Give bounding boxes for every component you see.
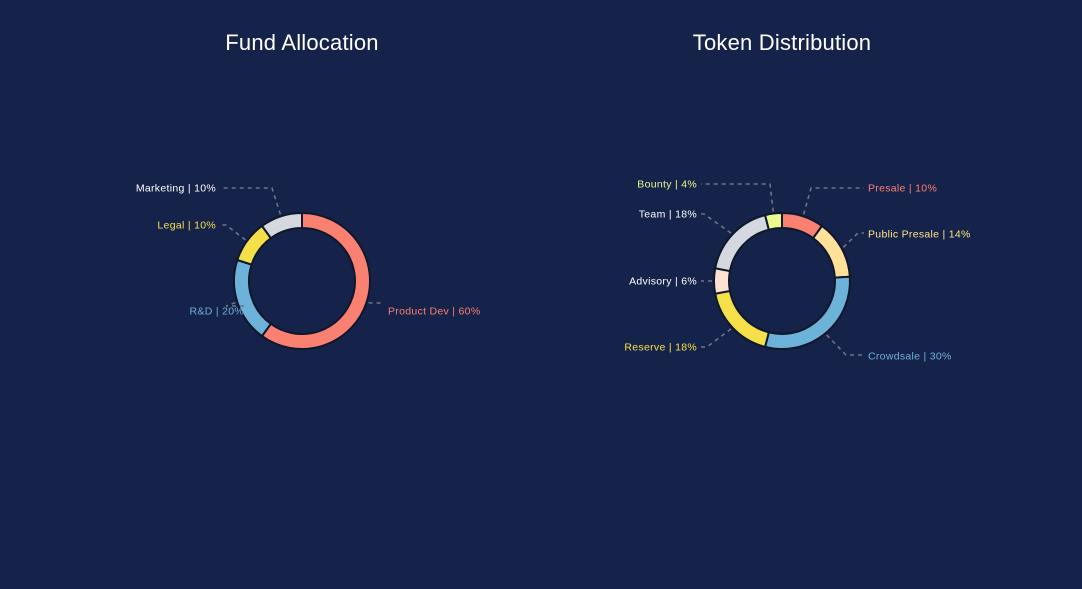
donut-segment-marketing-10 [260,211,303,240]
token-distribution-donut: Presale | 10% Public Presale | 14% Crowdsa… [624,179,970,363]
leader-line-marketing-10 [220,187,282,215]
leader-line-presale-10 [802,187,864,215]
donut-segment-r-d-20 [233,258,273,338]
segment-label-crowdsale-30: Crowdsale | 30% [868,351,952,363]
donut-segment-crowdsale-30 [763,275,851,350]
fund-allocation-title: Fund Allocation [225,30,379,55]
leader-line-team-18 [701,213,732,234]
segment-label-public-presale-14: Public Presale | 14% [868,229,971,241]
donut-segment-reserve-18 [714,289,771,349]
leader-line-bounty-4 [701,183,775,212]
leader-line-r-d-20 [225,301,248,307]
donut-segment-product-dev-60 [260,211,371,350]
donut-segment-advisory-6 [713,267,732,295]
segment-label-presale-10: Presale | 10% [868,183,937,195]
segment-label-legal-10: Legal | 10% [157,220,216,232]
segment-label-reserve-18: Reserve | 18% [624,342,697,354]
segment-label-product-dev-60: Product Dev | 60% [388,306,480,318]
leader-line-crowdsale-30 [826,334,864,356]
leader-line-legal-10 [220,224,246,241]
fund-allocation-donut: Product Dev | 60% R&D | 20% Legal | 10% Mar… [136,183,480,350]
token-distribution-title: Token Distribution [692,30,872,55]
segment-label-advisory-6: Advisory | 6% [629,276,697,288]
donut-segment-team-18 [714,213,771,273]
segment-label-bounty-4: Bounty | 4% [637,179,697,191]
segment-label-r-d-20: R&D | 20% [190,306,244,318]
segment-label-marketing-10: Marketing | 10% [136,183,216,195]
segment-label-team-18: Team | 18% [639,209,697,221]
donut-segment-bounty-4 [763,211,783,231]
donut-segment-public-presale-14 [811,224,851,279]
leader-line-reserve-18 [701,328,732,348]
leader-line-public-presale-14 [842,232,864,248]
